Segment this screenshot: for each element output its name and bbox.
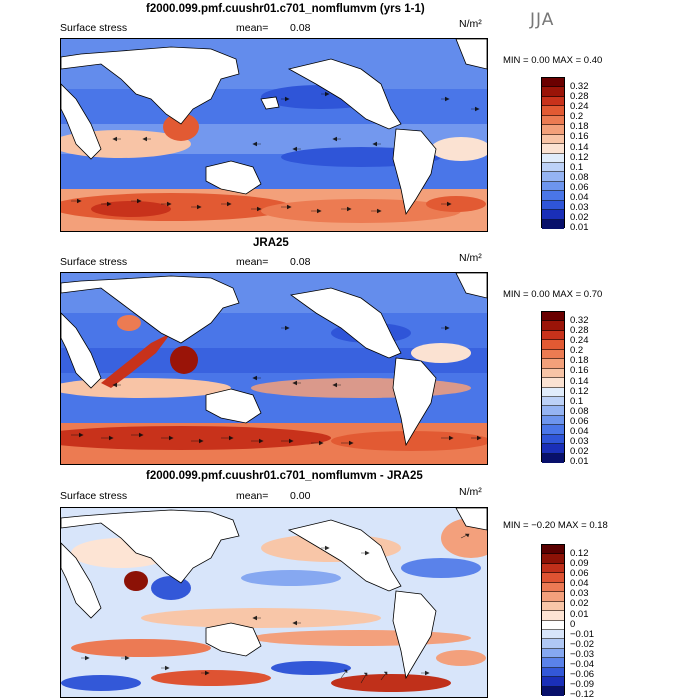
colorbar-tick-label: 0.18 bbox=[570, 355, 589, 367]
panel-2-min-max: MIN = 0.00 MAX = 0.70 bbox=[503, 289, 603, 300]
panel-3-units: N/m² bbox=[459, 486, 482, 498]
panel-3-field-label: Surface stress bbox=[60, 490, 128, 502]
colorbar-tick-label: 0.01 bbox=[570, 456, 589, 468]
panel-1-field-label: Surface stress bbox=[60, 22, 128, 34]
colorbar-tick-label: 0.04 bbox=[570, 578, 589, 590]
colorbar-tick-label: −0.01 bbox=[570, 628, 595, 640]
panel-1-map bbox=[60, 38, 488, 232]
colorbar-tick-label: 0.14 bbox=[570, 141, 589, 153]
colorbar-tick-label: 0.09 bbox=[570, 558, 589, 570]
panel-1-wind-arrows bbox=[71, 91, 480, 214]
panel-1-colorbar bbox=[541, 77, 565, 229]
colorbar-tick-label: 0.32 bbox=[570, 315, 589, 326]
colorbar-tick-label: 0.03 bbox=[570, 202, 589, 214]
colorbar-tick-label: 0.24 bbox=[570, 101, 589, 113]
panel-1-title: f2000.099.pmf.cuushr01.c701_nomflumvm (y… bbox=[146, 3, 425, 15]
panel-2-mean-label: mean= bbox=[236, 256, 269, 268]
panel-2-field-label: Surface stress bbox=[60, 256, 128, 268]
colorbar-tick-label: 0.28 bbox=[570, 91, 589, 103]
colorbar-tick-label: 0.12 bbox=[570, 385, 589, 397]
panel-1-mean-label: mean= bbox=[236, 22, 269, 34]
colorbar-tick-label: 0.08 bbox=[570, 171, 589, 183]
colorbar-tick-label: −0.03 bbox=[570, 648, 595, 660]
season-label: JJA bbox=[530, 10, 555, 30]
colorbar-tick-label: −0.06 bbox=[570, 669, 595, 681]
colorbar-tick-label: 0.04 bbox=[570, 426, 589, 438]
colorbar-tick-label: 0.03 bbox=[570, 588, 589, 600]
colorbar-tick-label: 0.32 bbox=[570, 81, 589, 92]
colorbar-tick-label: 0.14 bbox=[570, 375, 589, 387]
colorbar-tick-label: 0.06 bbox=[570, 568, 589, 580]
colorbar-tick-label: 0.06 bbox=[570, 415, 589, 427]
colorbar-tick-label: −0.12 bbox=[570, 689, 595, 700]
colorbar-tick-label: 0.12 bbox=[570, 548, 589, 559]
colorbar-tick-label: 0.08 bbox=[570, 405, 589, 417]
panel-1-mean-value: 0.08 bbox=[290, 22, 311, 34]
panel-3-colorbar bbox=[541, 544, 565, 696]
colorbar-tick-label: 0.04 bbox=[570, 192, 589, 204]
colorbar-tick-label: 0.02 bbox=[570, 212, 589, 224]
panel-1-units: N/m² bbox=[459, 18, 482, 30]
colorbar-tick-label: −0.02 bbox=[570, 638, 595, 650]
colorbar-tick-label: 0 bbox=[570, 618, 576, 630]
panel-1-map-svg bbox=[61, 39, 487, 231]
panel-3-min-max: MIN = −0.20 MAX = 0.18 bbox=[503, 520, 608, 531]
colorbar-tick-label: 0.2 bbox=[570, 345, 584, 357]
colorbar-tick-label: 0.1 bbox=[570, 395, 584, 407]
colorbar-tick-label: 0.02 bbox=[570, 598, 589, 610]
panel-3-wind-arrows bbox=[81, 533, 470, 684]
panel-2-map-svg bbox=[61, 273, 487, 464]
colorbar-tick-label: 0.24 bbox=[570, 335, 589, 347]
panel-3-map bbox=[60, 507, 488, 698]
panel-2-colorbar bbox=[541, 311, 565, 463]
colorbar-tick-label: 0.06 bbox=[570, 181, 589, 193]
panel-1-min-max: MIN = 0.00 MAX = 0.40 bbox=[503, 55, 603, 66]
panel-3-title: f2000.099.pmf.cuushr01.c701_nomflumvm - … bbox=[146, 470, 423, 482]
colorbar-tick-label: 0.01 bbox=[570, 222, 589, 234]
colorbar-tick-label: 0.1 bbox=[570, 161, 584, 173]
colorbar-tick-label: −0.04 bbox=[570, 659, 595, 671]
colorbar-tick-label: 0.28 bbox=[570, 325, 589, 337]
colorbar-tick-label: 0.16 bbox=[570, 365, 589, 377]
colorbar-tick-label: 0.16 bbox=[570, 131, 589, 143]
panel-2-colorbar-labels: 0.32 0.28 0.24 0.2 0.18 0.16 0.14 0.12 0… bbox=[570, 315, 589, 468]
panel-3-mean-label: mean= bbox=[236, 490, 269, 502]
panel-3-colorbar-labels: 0.12 0.09 0.06 0.04 0.03 0.02 0.01 0 −0.… bbox=[570, 548, 595, 700]
panel-3-mean-value: 0.00 bbox=[290, 490, 311, 502]
colorbar-tick-label: 0.01 bbox=[570, 608, 589, 620]
colorbar-tick-label: 0.12 bbox=[570, 151, 589, 163]
colorbar-tick-label: 0.02 bbox=[570, 446, 589, 458]
panel-2-units: N/m² bbox=[459, 252, 482, 264]
panel-2-map bbox=[60, 272, 488, 465]
colorbar-tick-label: 0.2 bbox=[570, 111, 584, 123]
panel-2-mean-value: 0.08 bbox=[290, 256, 311, 268]
panel-2-wind-arrows bbox=[71, 325, 482, 446]
colorbar-tick-label: 0.18 bbox=[570, 121, 589, 133]
panel-1-colorbar-labels: 0.32 0.28 0.24 0.2 0.18 0.16 0.14 0.12 0… bbox=[570, 81, 589, 234]
panel-2-title: JRA25 bbox=[253, 237, 289, 249]
panel-3-map-svg bbox=[61, 508, 487, 697]
colorbar-tick-label: −0.09 bbox=[570, 679, 595, 691]
colorbar-tick-label: 0.03 bbox=[570, 436, 589, 448]
